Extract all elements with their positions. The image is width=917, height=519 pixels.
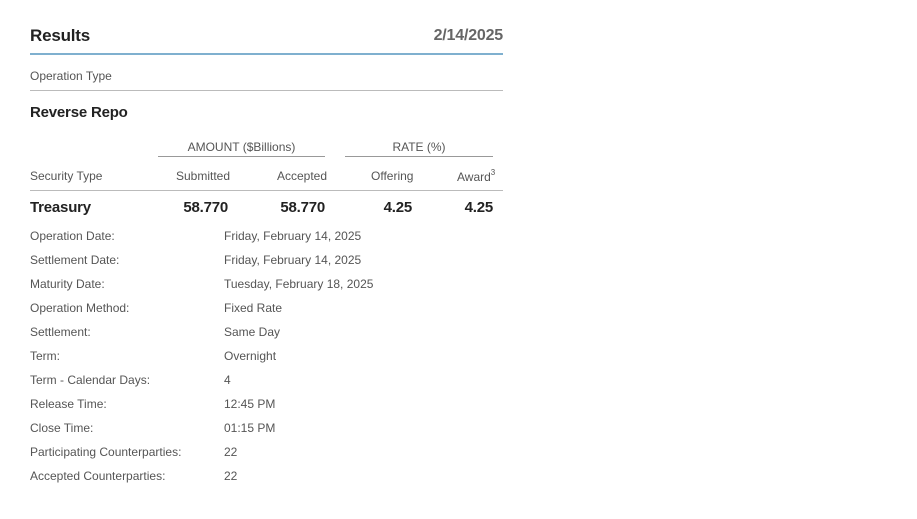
operation-type-value: Reverse Repo	[30, 104, 128, 121]
detail-label: Settlement:	[30, 325, 91, 339]
detail-label: Maturity Date:	[30, 277, 105, 291]
column-header-security-type: Security Type	[30, 169, 103, 183]
detail-value: Overnight	[224, 349, 277, 363]
divider	[30, 190, 503, 191]
divider	[30, 90, 503, 91]
column-header-offering: Offering	[371, 169, 414, 183]
detail-label: Participating Counterparties:	[30, 445, 182, 459]
row-submitted: 58.770	[183, 199, 228, 216]
results-header: Results 2/14/2025	[30, 24, 503, 55]
detail-label: Operation Method:	[30, 301, 130, 315]
detail-value: 22	[224, 445, 238, 459]
detail-label: Settlement Date:	[30, 253, 120, 267]
operation-type-label: Operation Type	[30, 69, 112, 83]
award-footnote-marker: 3	[490, 168, 496, 177]
detail-value: Tuesday, February 18, 2025	[224, 277, 374, 291]
detail-label: Term:	[30, 349, 60, 363]
column-header-submitted: Submitted	[176, 169, 231, 183]
detail-label: Operation Date:	[30, 229, 115, 243]
results-date: 2/14/2025	[433, 27, 504, 44]
detail-value: 01:15 PM	[224, 421, 276, 435]
detail-label: Release Time:	[30, 397, 107, 411]
amount-group-header: AMOUNT ($Billions)	[158, 140, 325, 157]
row-security-type: Treasury	[30, 199, 91, 216]
detail-value: Fixed Rate	[224, 301, 283, 315]
detail-value: 22	[224, 469, 238, 483]
row-offering: 4.25	[383, 199, 413, 216]
detail-value: Same Day	[224, 325, 281, 339]
row-award: 4.25	[464, 199, 494, 216]
detail-label: Close Time:	[30, 421, 94, 435]
detail-value: Friday, February 14, 2025	[224, 229, 362, 243]
detail-value: 4	[224, 373, 231, 387]
column-header-accepted: Accepted	[277, 169, 328, 183]
detail-value: 12:45 PM	[224, 397, 276, 411]
detail-value: Friday, February 14, 2025	[224, 253, 362, 267]
detail-label: Accepted Counterparties:	[30, 469, 166, 483]
award-label: Award	[457, 170, 491, 184]
detail-label: Term - Calendar Days:	[30, 373, 151, 387]
column-header-award: Award3	[457, 168, 496, 184]
results-title: Results	[30, 26, 91, 45]
row-accepted: 58.770	[280, 199, 325, 216]
rate-group-header: RATE (%)	[345, 140, 493, 157]
